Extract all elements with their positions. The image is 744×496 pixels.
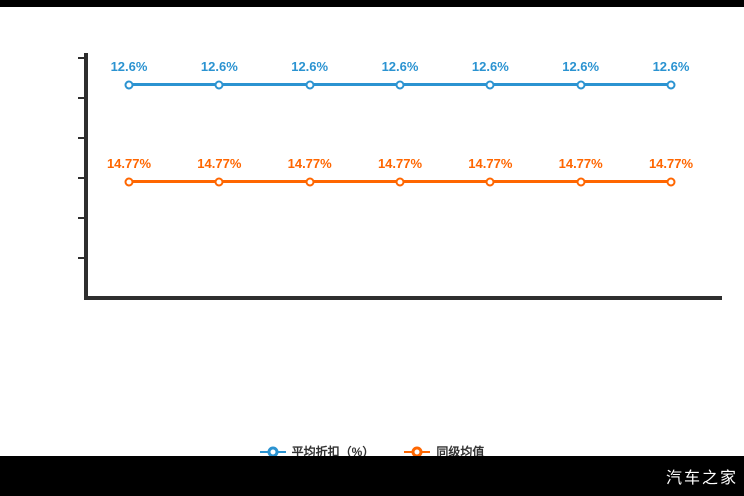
data-point-label: 12.6% — [110, 59, 148, 74]
legend: 平均折扣（%） 同级均值 — [0, 443, 744, 460]
data-point-marker — [485, 177, 495, 186]
y-axis-tick — [78, 57, 84, 59]
data-point-label: 12.6% — [381, 59, 419, 74]
data-point-marker — [214, 80, 224, 89]
watermark-logo: 汽车之家 — [665, 470, 738, 487]
data-point-label: 12.6% — [471, 59, 509, 74]
y-axis-tick — [78, 217, 84, 219]
data-point-marker — [576, 80, 586, 89]
y-axis — [84, 53, 88, 300]
data-point-marker — [395, 177, 405, 186]
data-point-label: 12.6% — [652, 59, 690, 74]
bottom-frame-bar: 汽车之家 — [0, 456, 744, 496]
legend-item-1[interactable]: 同级均值 — [404, 443, 484, 460]
data-point-marker — [214, 177, 224, 186]
data-point-marker — [666, 177, 676, 186]
data-point-label: 14.77% — [287, 156, 332, 171]
data-point-label: 14.77% — [377, 156, 423, 171]
data-point-label: 12.6% — [200, 59, 238, 74]
x-axis — [84, 296, 722, 300]
data-point-marker — [305, 80, 315, 89]
data-point-marker — [124, 80, 134, 89]
y-axis-tick — [78, 177, 84, 179]
top-frame-bar — [0, 0, 744, 7]
legend-item-label: 同级均值 — [436, 445, 485, 459]
data-point-marker — [395, 80, 405, 89]
y-axis-tick — [78, 97, 84, 99]
data-point-marker — [124, 177, 134, 186]
legend-item-label: 平均折扣（%） — [291, 445, 375, 459]
legend-line-dot-icon — [259, 446, 286, 458]
legend-item-0[interactable]: 平均折扣（%） — [259, 443, 375, 460]
data-point-label: 14.77% — [197, 156, 242, 171]
data-point-marker — [305, 177, 315, 186]
legend-line-dot-icon — [404, 446, 431, 458]
data-point-label: 14.77% — [106, 156, 152, 171]
data-point-label: 12.6% — [562, 59, 600, 74]
data-point-label: 14.77% — [468, 156, 513, 171]
data-point-label: 14.77% — [558, 156, 603, 171]
data-point-marker — [485, 80, 495, 89]
y-axis-tick — [78, 137, 84, 139]
data-point-marker — [666, 80, 676, 89]
data-point-label: 14.77% — [648, 156, 694, 171]
y-axis-tick — [78, 257, 84, 259]
data-point-label: 12.6% — [291, 59, 329, 74]
data-point-marker — [576, 177, 586, 186]
